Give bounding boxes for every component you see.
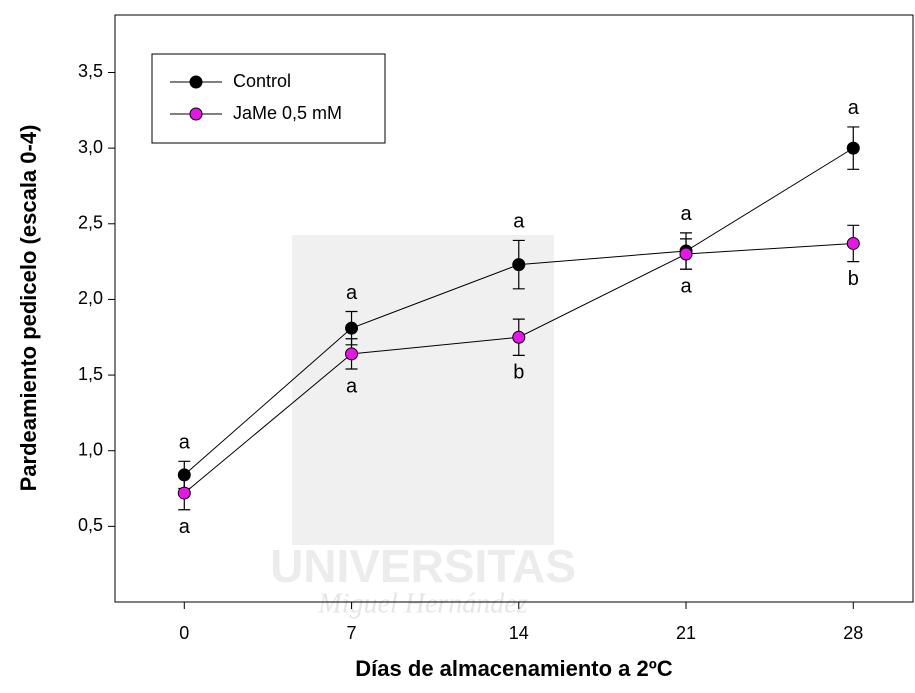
significance-label: a <box>680 275 692 297</box>
significance-label: a <box>346 282 358 304</box>
data-point <box>177 486 191 500</box>
legend-box <box>151 53 386 144</box>
legend-label: JaMe 0,5 mM <box>233 103 342 123</box>
legend-marker <box>189 107 203 121</box>
significance-label: a <box>848 97 860 119</box>
data-point <box>512 330 526 344</box>
y-tick-label: 1,5 <box>78 364 103 384</box>
y-axis-label: Pardeamiento pedicelo (escala 0-4) <box>16 125 41 492</box>
significance-label: a <box>179 432 191 454</box>
watermark-subtext: Miguel Hernández <box>317 588 527 619</box>
data-point <box>345 321 359 335</box>
x-tick-label: 28 <box>843 623 863 643</box>
y-tick-label: 3,0 <box>78 137 103 157</box>
y-tick-label: 1,0 <box>78 439 103 459</box>
y-tick-label: 3,5 <box>78 61 103 81</box>
data-point <box>846 141 860 155</box>
x-tick-label: 21 <box>676 623 696 643</box>
x-tick-label: 0 <box>179 623 189 643</box>
significance-label: a <box>179 516 191 538</box>
plot-frame <box>114 14 914 603</box>
significance-label: a <box>513 211 525 233</box>
data-point <box>679 247 693 261</box>
watermark-text: UNIVERSITAS <box>270 540 576 592</box>
x-tick-label: 14 <box>509 623 529 643</box>
significance-label: b <box>513 362 524 384</box>
legend-marker <box>189 75 203 89</box>
data-point <box>512 258 526 272</box>
y-tick-label: 2,5 <box>78 213 103 233</box>
data-point <box>345 347 359 361</box>
y-tick-label: 2,0 <box>78 288 103 308</box>
watermark-logo <box>292 235 554 545</box>
significance-label: a <box>680 203 692 225</box>
y-tick-label: 0,5 <box>78 515 103 535</box>
significance-label: b <box>848 268 859 290</box>
legend-label: Control <box>233 71 291 91</box>
significance-label: a <box>346 375 358 397</box>
data-point <box>846 236 860 250</box>
x-tick-label: 7 <box>347 623 357 643</box>
x-axis-label: Días de almacenamiento a 2ºC <box>355 656 673 681</box>
